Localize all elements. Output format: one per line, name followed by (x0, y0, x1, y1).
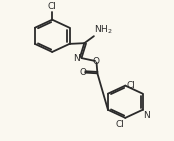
Text: NH$_2$: NH$_2$ (94, 23, 113, 36)
Text: Cl: Cl (48, 2, 57, 11)
Text: Cl: Cl (126, 81, 135, 90)
Text: O: O (93, 57, 100, 66)
Text: Cl: Cl (116, 120, 124, 129)
Text: N: N (73, 54, 80, 63)
Text: N: N (144, 111, 150, 120)
Text: O: O (79, 68, 86, 77)
